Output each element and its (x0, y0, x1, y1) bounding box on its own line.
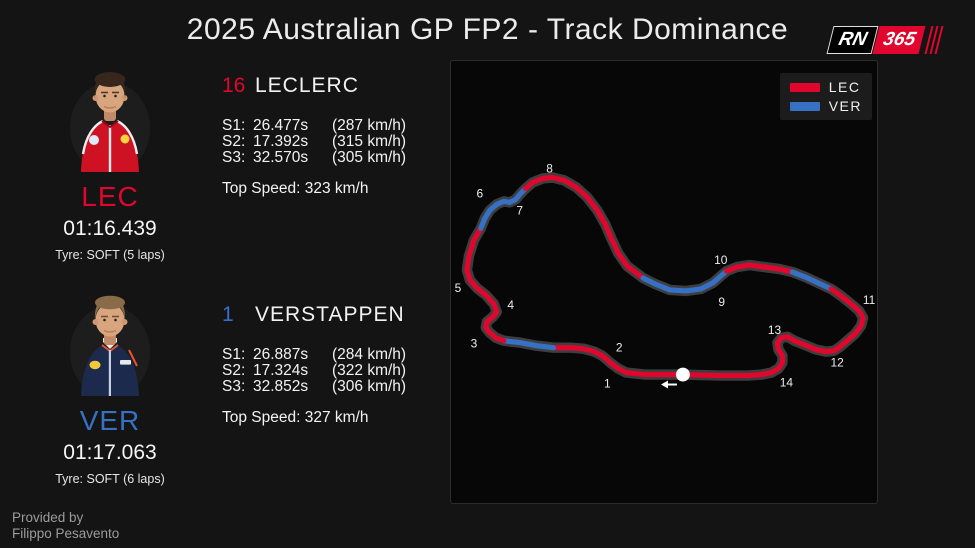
direction-arrow-head-icon (661, 380, 668, 389)
corner-label-1: 1 (604, 377, 611, 391)
legend-row-ver: VER (789, 98, 862, 114)
sector-label: S2: (222, 362, 246, 379)
legend-swatch-ver (789, 101, 820, 111)
corner-label-3: 3 (471, 337, 478, 351)
sector-row: S3: 32.852s (306 km/h) (222, 379, 448, 395)
corner-label-11: 11 (863, 293, 876, 307)
legend-swatch-lec (789, 82, 820, 92)
dominance-segment-red-8 (680, 286, 866, 379)
driver-code-lec: LEC (81, 181, 139, 212)
driver-number-lec: 16 (222, 74, 246, 97)
sector-speed: (284 km/h) (332, 346, 407, 363)
sector-row: S1: 26.887s (284 km/h) (222, 347, 448, 363)
driver-card-verstappen: VER 01:17.063 Tyre: SOFT (6 laps) (27, 290, 193, 486)
sector-time: 32.852s (253, 378, 309, 395)
sector-speed: (315 km/h) (332, 133, 407, 150)
driver-card-leclerc: LEC 01:16.439 Tyre: SOFT (5 laps) (27, 66, 193, 262)
dominance-segment-blue-5 (640, 268, 730, 294)
sector-speed: (305 km/h) (332, 149, 407, 166)
corner-label-2: 2 (616, 341, 623, 355)
sector-row: S3: 32.570s (305 km/h) (222, 150, 448, 166)
track-map-panel: 1 2 3 4 5 6 7 8 9 10 11 12 13 14 LEC VER (450, 60, 878, 504)
corner-label-6: 6 (477, 186, 484, 200)
dominance-segment-red-0 (550, 345, 686, 378)
corner-label-14: 14 (780, 376, 794, 390)
dominance-segment-red-4 (523, 174, 646, 281)
stats-header-leclerc: 16 LECLERC (222, 75, 448, 97)
driver-photo-leclerc (69, 66, 151, 174)
lap-time-lec: 01:16.439 (63, 217, 157, 240)
corner-label-7: 7 (516, 203, 523, 217)
driver-number-ver: 1 (222, 303, 234, 326)
credit-line1: Provided by (12, 510, 84, 525)
corner-label-13: 13 (768, 323, 782, 337)
sector-label: S2: (222, 133, 246, 150)
credit-line2: Filippo Pesavento (12, 526, 120, 541)
rn365-logo-rn: RN (826, 26, 879, 54)
driver-stats-leclerc: 16 LECLERC S1: 26.477s (287 km/h) S2: 17.… (222, 75, 448, 198)
driver-name-lec: LECLERC (255, 74, 359, 97)
corner-label-4: 4 (507, 298, 514, 312)
dominance-segment-blue-1 (501, 338, 557, 351)
corner-label-10: 10 (714, 253, 728, 267)
top-speed-leclerc: Top Speed: 323 km/h (222, 180, 369, 197)
sector-row: S2: 17.392s (315 km/h) (222, 134, 448, 150)
sector-times-verstappen: S1: 26.887s (284 km/h) S2: 17.324s (322 … (222, 347, 448, 395)
driver-name-ver: VERSTAPPEN (255, 303, 405, 326)
corner-label-12: 12 (831, 356, 845, 370)
sector-label: S3: (222, 378, 246, 395)
driver-code-ver: VER (79, 405, 141, 436)
track-legend: LEC VER (779, 73, 872, 120)
sector-label: S1: (222, 346, 246, 363)
sector-row: S1: 26.477s (287 km/h) (222, 118, 448, 134)
driver-stats-verstappen: 1 VERSTAPPEN S1: 26.887s (284 km/h) S2: 1… (222, 304, 448, 427)
corner-label-9: 9 (718, 295, 725, 309)
sector-speed: (287 km/h) (332, 117, 407, 134)
legend-label-ver: VER (828, 98, 862, 114)
sector-time: 17.324s (253, 362, 309, 379)
legend-label-lec: LEC (828, 79, 861, 95)
driver-photo-verstappen (69, 290, 151, 398)
sector-label: S1: (222, 117, 246, 134)
dominance-segment-blue-7 (789, 269, 834, 292)
credit-footer: Provided by Filippo Pesavento (12, 510, 119, 542)
dominance-segment-red-6 (724, 262, 795, 275)
dominance-segment-red-2 (464, 225, 507, 344)
sector-row: S2: 17.324s (322 km/h) (222, 363, 448, 379)
legend-row-lec: LEC (789, 79, 862, 95)
tyre-info-ver: Tyre: SOFT (6 laps) (55, 472, 165, 486)
sector-speed: (306 km/h) (332, 378, 407, 395)
top-speed-verstappen: Top Speed: 327 km/h (222, 409, 369, 426)
corner-label-8: 8 (546, 162, 553, 176)
tyre-info-lec: Tyre: SOFT (5 laps) (55, 248, 165, 262)
rn365-logo: RN 365 (826, 26, 944, 54)
page-title: 2025 Australian GP FP2 - Track Dominance (186, 13, 789, 46)
sector-time: 17.392s (253, 133, 309, 150)
corner-label-5: 5 (455, 281, 462, 295)
lap-time-ver: 01:17.063 (63, 441, 157, 464)
sector-speed: (322 km/h) (332, 362, 407, 379)
verstappen-avatar-illustration (70, 295, 150, 398)
stats-header-verstappen: 1 VERSTAPPEN (222, 304, 448, 326)
sector-time: 32.570s (253, 149, 309, 166)
dominance-segment-blue-3 (478, 185, 529, 231)
leclerc-avatar-illustration (70, 72, 150, 174)
sector-label: S3: (222, 149, 246, 166)
start-finish-marker (675, 367, 690, 382)
sector-times-leclerc: S1: 26.477s (287 km/h) S2: 17.392s (315 … (222, 118, 448, 166)
rn365-logo-365: 365 (872, 26, 926, 54)
sector-time: 26.477s (253, 117, 309, 134)
sector-time: 26.887s (253, 346, 309, 363)
